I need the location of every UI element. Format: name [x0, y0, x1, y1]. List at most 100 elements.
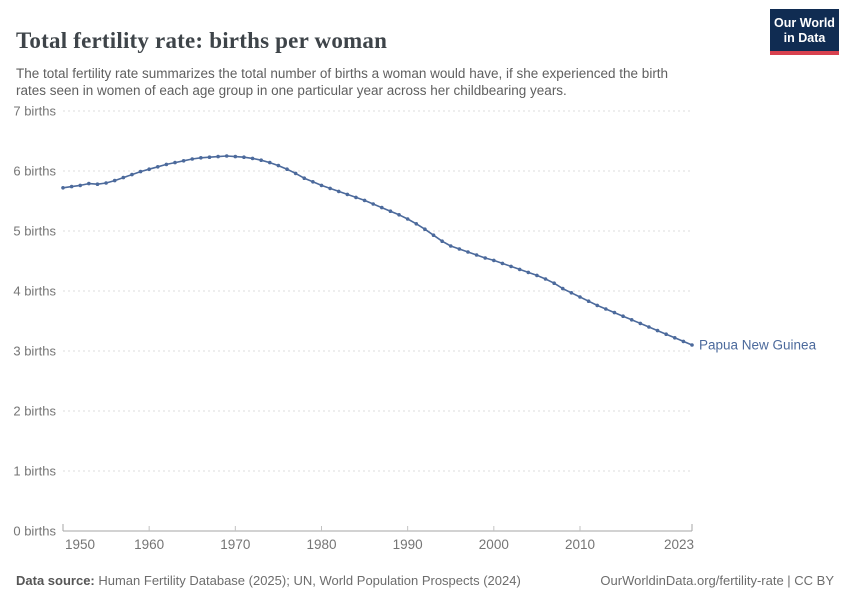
data-point: [121, 175, 126, 180]
y-tick-label: 7 births: [13, 104, 56, 119]
x-tick-label: 2010: [565, 537, 595, 552]
data-point: [164, 162, 169, 167]
data-point: [526, 270, 531, 275]
data-point: [672, 336, 677, 340]
logo-line-2: in Data: [783, 31, 826, 45]
data-point: [216, 154, 220, 159]
data-point: [112, 178, 117, 183]
data-point: [543, 277, 548, 281]
data-point: [664, 332, 668, 337]
subtitle-line-2: rates seen in women of each age group in…: [16, 83, 567, 98]
data-point: [552, 281, 556, 286]
data-source-note: Data source: Human Fertility Database (2…: [16, 573, 521, 588]
owid-logo[interactable]: Our World in Data: [770, 9, 839, 55]
data-point: [285, 167, 289, 171]
data-point: [199, 156, 203, 160]
data-point: [466, 250, 470, 254]
y-tick-label: 4 births: [13, 284, 56, 299]
data-point: [397, 213, 401, 217]
data-point: [500, 261, 505, 266]
data-point: [95, 182, 100, 186]
data-point: [362, 198, 367, 203]
y-tick-label: 0 births: [13, 524, 56, 539]
data-point: [87, 181, 91, 186]
data-point: [259, 158, 263, 162]
data-point: [448, 244, 453, 248]
x-tick-label: 1990: [393, 537, 423, 552]
x-tick-label: 1980: [306, 537, 336, 552]
data-point: [311, 180, 315, 184]
data-point: [621, 314, 625, 319]
data-point: [380, 205, 384, 210]
data-point: [457, 247, 462, 251]
data-point: [647, 325, 651, 329]
x-tick-label: 1970: [220, 537, 250, 552]
data-source-label: Data source:: [16, 573, 95, 588]
chart-subtitle: The total fertility rate summarizes the …: [16, 65, 761, 100]
data-point: [560, 286, 565, 291]
data-point: [638, 321, 643, 326]
data-point: [492, 258, 496, 263]
data-point: [517, 267, 522, 272]
data-point: [604, 307, 608, 311]
x-tick-label: 2023: [664, 537, 694, 552]
data-point: [431, 233, 436, 237]
page-title: Total fertility rate: births per woman: [16, 28, 388, 54]
data-point: [629, 318, 634, 322]
y-tick-label: 2 births: [13, 404, 56, 419]
data-point: [612, 310, 617, 315]
y-tick-label: 5 births: [13, 224, 56, 239]
data-point: [207, 155, 212, 159]
data-point: [302, 176, 307, 180]
data-point: [483, 256, 488, 260]
data-point: [336, 189, 341, 194]
data-point: [354, 195, 358, 200]
data-point: [276, 163, 281, 168]
data-point: [69, 184, 74, 189]
data-point: [224, 154, 229, 158]
data-point: [371, 202, 375, 206]
x-tick-label: 1950: [65, 537, 95, 552]
logo-line-1: Our World: [774, 16, 835, 30]
fertility-line: [62, 155, 693, 346]
x-tick-label: 1960: [134, 537, 164, 552]
chart-footer: Data source: Human Fertility Database (2…: [16, 573, 834, 588]
data-point: [155, 165, 160, 169]
data-source-text: Human Fertility Database (2025); UN, Wor…: [94, 573, 521, 588]
data-point: [293, 171, 298, 176]
y-tick-label: 1 births: [13, 464, 56, 479]
data-point: [61, 186, 65, 190]
entity-label[interactable]: Papua New Guinea: [699, 338, 817, 353]
data-point: [586, 299, 591, 304]
data-point: [440, 239, 444, 243]
data-point: [414, 222, 419, 226]
data-point: [173, 160, 177, 165]
data-point: [509, 264, 513, 269]
data-point: [595, 303, 600, 308]
data-point: [138, 169, 143, 174]
data-point: [655, 328, 660, 333]
data-point: [690, 343, 694, 347]
data-point: [405, 217, 410, 221]
data-point: [578, 295, 582, 299]
data-point: [345, 192, 350, 197]
data-point: [267, 160, 272, 165]
data-point: [319, 183, 324, 188]
owid-citation-link[interactable]: OurWorldinData.org/fertility-rate | CC B…: [600, 573, 834, 588]
data-point: [190, 157, 195, 161]
data-point: [569, 291, 574, 295]
data-point: [535, 273, 539, 278]
data-point: [681, 339, 686, 344]
data-point: [250, 156, 255, 161]
subtitle-line-1: The total fertility rate summarizes the …: [16, 65, 669, 81]
data-point: [181, 159, 186, 163]
data-point: [130, 172, 134, 177]
data-point: [423, 227, 427, 231]
data-point: [147, 167, 151, 171]
data-point: [388, 209, 393, 213]
y-tick-label: 3 births: [13, 344, 56, 359]
data-point: [233, 154, 238, 159]
x-tick-label: 2000: [479, 537, 509, 552]
